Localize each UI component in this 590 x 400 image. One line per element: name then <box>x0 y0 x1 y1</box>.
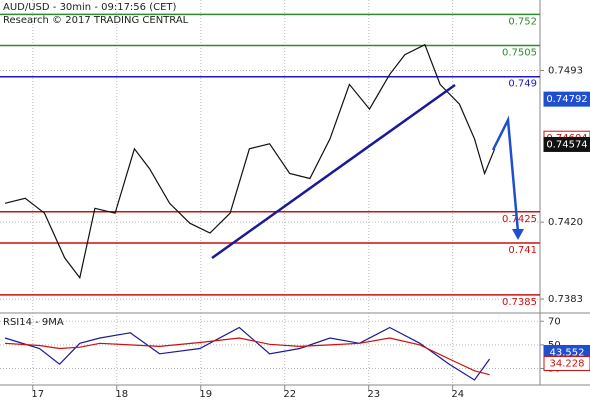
level-label: 0.7425 <box>502 214 537 225</box>
value-badge-label: 34.228 <box>550 358 585 369</box>
chart-subtitle: Research © 2017 TRADING CENTRAL <box>3 15 189 26</box>
panel-title: RSI14 - 9MA <box>3 317 64 328</box>
level-label: 0.741 <box>508 245 537 256</box>
y-tick-label: 0.7383 <box>548 294 583 305</box>
value-badge-label: 0.74792 <box>546 94 587 105</box>
value-badge-label: 43.552 <box>550 347 585 358</box>
x-tick-label: 19 <box>199 389 212 400</box>
x-tick-label: 23 <box>367 389 380 400</box>
value-badge <box>543 136 590 152</box>
x-tick-label: 17 <box>31 389 44 400</box>
y-tick-label: 70 <box>548 316 561 327</box>
level-label: 0.7385 <box>502 297 537 308</box>
series-line <box>4 43 496 280</box>
trend-line <box>211 83 456 260</box>
x-tick-label: 18 <box>115 389 128 400</box>
value-badge <box>543 91 590 107</box>
level-label: 0.749 <box>508 79 537 90</box>
level-label: 0.752 <box>508 16 537 27</box>
chart-title: AUD/USD - 30min - 09:17:56 (CET) <box>3 2 177 13</box>
value-badge <box>543 355 590 371</box>
level-label: 0.7505 <box>502 48 537 59</box>
forecast-arrow <box>491 115 520 233</box>
x-tick-label: 24 <box>451 389 464 400</box>
series-line <box>4 337 490 376</box>
value-badge-label: 0.74574 <box>546 139 587 150</box>
y-tick-label: 0.7493 <box>548 65 583 76</box>
arrow-head <box>512 229 524 240</box>
y-tick-label: 0.7420 <box>548 217 583 228</box>
x-tick-label: 22 <box>283 389 296 400</box>
